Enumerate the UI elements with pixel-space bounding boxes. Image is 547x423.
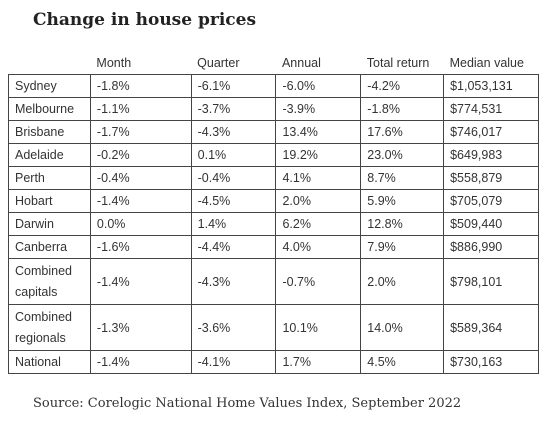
cell-total-return: 17.6% xyxy=(360,120,445,144)
cell-annual: 19.2% xyxy=(275,143,362,167)
cell-median-value: $649,983 xyxy=(443,143,539,167)
cell-region: Darwin xyxy=(8,212,91,236)
column-header-median-value: Median value xyxy=(449,55,524,70)
cell-region: Combined regionals xyxy=(8,304,91,351)
cell-median-value: $798,101 xyxy=(443,258,539,305)
cell-quarter: -4.4% xyxy=(190,235,277,259)
table-row: Hobart -1.4% -4.5% 2.0% 5.9% $705,079 xyxy=(8,189,539,213)
cell-region: Sydney xyxy=(8,74,91,98)
table-row: Sydney -1.8% -6.1% -6.0% -4.2% $1,053,131 xyxy=(8,74,539,98)
cell-median-value: $558,879 xyxy=(443,166,539,190)
cell-quarter: -4.5% xyxy=(190,189,277,213)
cell-quarter: -4.1% xyxy=(190,350,277,374)
cell-quarter: -3.6% xyxy=(190,304,277,351)
cell-month: -1.4% xyxy=(89,258,192,305)
cell-annual: 4.1% xyxy=(275,166,362,190)
cell-month: -1.1% xyxy=(89,97,192,121)
table-row: Combined capitals -1.4% -4.3% -0.7% 2.0% $798… xyxy=(8,258,539,305)
cell-median-value: $1,053,131 xyxy=(443,74,539,98)
header-row: Month Quarter Annual Total return Median… xyxy=(9,51,539,75)
cell-total-return: -1.8% xyxy=(360,97,445,121)
cell-month: 0.0% xyxy=(89,212,192,236)
cell-total-return: 23.0% xyxy=(360,143,445,167)
cell-region: Combined capitals xyxy=(8,258,91,305)
cell-region: Perth xyxy=(8,166,91,190)
cell-total-return: 14.0% xyxy=(360,304,445,351)
column-header-quarter: Quarter xyxy=(197,55,240,70)
cell-annual: 1.7% xyxy=(275,350,362,374)
cell-quarter: -0.4% xyxy=(190,166,277,190)
cell-month: -1.3% xyxy=(89,304,192,351)
cell-total-return: -4.2% xyxy=(360,74,445,98)
cell-region: Canberra xyxy=(8,235,91,259)
cell-median-value: $589,364 xyxy=(443,304,539,351)
cell-median-value: $730,163 xyxy=(443,350,539,374)
cell-annual: -0.7% xyxy=(275,258,362,305)
cell-month: -1.4% xyxy=(89,189,192,213)
table-row: National -1.4% -4.1% 1.7% 4.5% $730,163 xyxy=(8,350,539,374)
cell-month: -1.8% xyxy=(89,74,192,98)
table-row: Adelaide -0.2% 0.1% 19.2% 23.0% $649,983 xyxy=(8,143,539,167)
cell-month: -0.2% xyxy=(89,143,192,167)
table-body: Sydney -1.8% -6.1% -6.0% -4.2% $1,053,131 Melb… xyxy=(8,74,539,374)
table-row: Brisbane -1.7% -4.3% 13.4% 17.6% $746,017 xyxy=(8,120,539,144)
table-row: Melbourne -1.1% -3.7% -3.9% -1.8% $774,531 xyxy=(8,97,539,121)
column-header-region xyxy=(9,51,91,75)
cell-quarter: 1.4% xyxy=(190,212,277,236)
cell-quarter: 0.1% xyxy=(190,143,277,167)
source-note: Source: Corelogic National Home Values I… xyxy=(33,396,462,411)
table-row: Darwin 0.0% 1.4% 6.2% 12.8% $509,440 xyxy=(8,212,539,236)
cell-quarter: -6.1% xyxy=(190,74,277,98)
cell-quarter: -4.3% xyxy=(190,120,277,144)
cell-median-value: $746,017 xyxy=(443,120,539,144)
cell-region: Hobart xyxy=(8,189,91,213)
table-row: Canberra -1.6% -4.4% 4.0% 7.9% $886,990 xyxy=(8,235,539,259)
cell-annual: 2.0% xyxy=(275,189,362,213)
cell-total-return: 8.7% xyxy=(360,166,445,190)
house-prices-table: Month Quarter Annual Total return Median… xyxy=(8,51,539,374)
column-header-annual: Annual xyxy=(281,55,321,70)
cell-region: Brisbane xyxy=(8,120,91,144)
cell-median-value: $705,079 xyxy=(443,189,539,213)
cell-median-value: $886,990 xyxy=(443,235,539,259)
column-header-month: Month xyxy=(96,55,132,70)
cell-annual: 10.1% xyxy=(275,304,362,351)
cell-quarter: -4.3% xyxy=(190,258,277,305)
cell-quarter: -3.7% xyxy=(190,97,277,121)
cell-total-return: 5.9% xyxy=(360,189,445,213)
cell-month: -1.7% xyxy=(89,120,192,144)
table-title: Change in house prices xyxy=(33,10,257,30)
cell-total-return: 7.9% xyxy=(360,235,445,259)
cell-total-return: 2.0% xyxy=(360,258,445,305)
cell-month: -1.6% xyxy=(89,235,192,259)
cell-month: -0.4% xyxy=(89,166,192,190)
table-row: Combined regionals -1.3% -3.6% 10.1% 14.0% $5… xyxy=(8,304,539,351)
cell-total-return: 4.5% xyxy=(360,350,445,374)
cell-annual: -3.9% xyxy=(275,97,362,121)
cell-total-return: 12.8% xyxy=(360,212,445,236)
cell-month: -1.4% xyxy=(89,350,192,374)
cell-annual: 6.2% xyxy=(275,212,362,236)
cell-region: Adelaide xyxy=(8,143,91,167)
cell-annual: 4.0% xyxy=(275,235,362,259)
column-header-total-return: Total return xyxy=(366,55,430,70)
cell-annual: 13.4% xyxy=(275,120,362,144)
cell-region: National xyxy=(8,350,91,374)
cell-region: Melbourne xyxy=(8,97,91,121)
table-row: Perth -0.4% -0.4% 4.1% 8.7% $558,879 xyxy=(8,166,539,190)
cell-median-value: $774,531 xyxy=(443,97,539,121)
cell-median-value: $509,440 xyxy=(443,212,539,236)
cell-annual: -6.0% xyxy=(275,74,362,98)
